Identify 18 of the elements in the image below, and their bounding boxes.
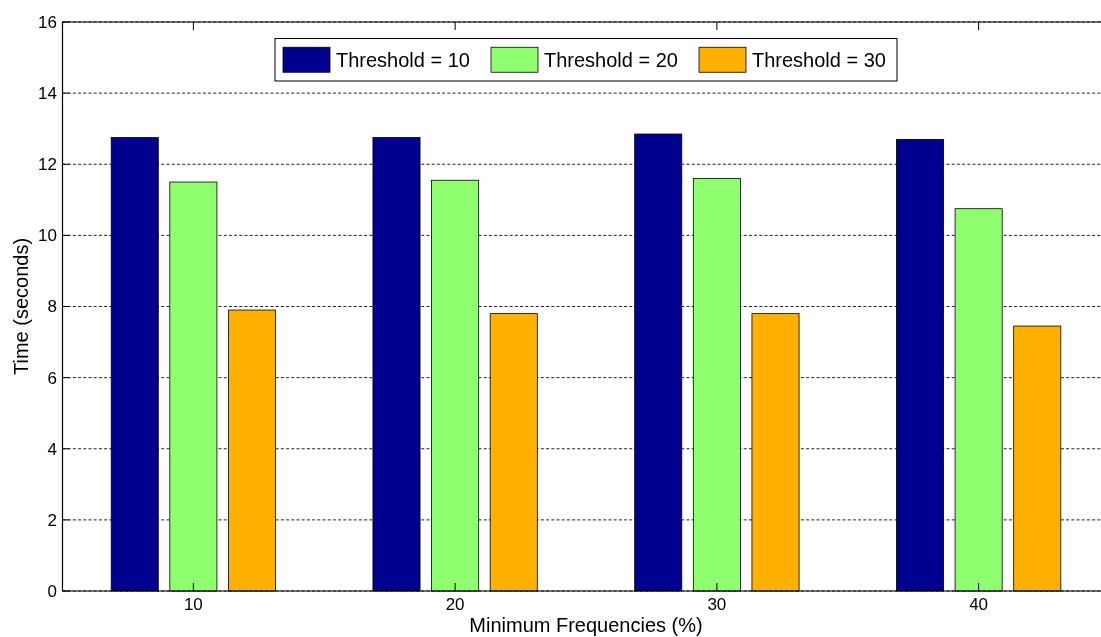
y-tick-label: 14 (38, 84, 57, 104)
y-tick-label: 4 (47, 439, 57, 459)
y-tick-label: 12 (38, 155, 57, 175)
y-tick-label: 16 (38, 12, 57, 32)
x-tick-label: 10 (183, 595, 203, 614)
legend-label: Threshold = 10 (336, 48, 470, 71)
legend-label: Threshold = 20 (544, 48, 678, 71)
y-tick-label: 10 (38, 226, 57, 246)
y-tick-label: 2 (47, 510, 57, 530)
y-tick-label: 6 (47, 368, 57, 388)
legend-label: Threshold = 30 (752, 48, 886, 71)
x-axis-title: Minimum Frequencies (%) (469, 614, 703, 636)
x-tick-label: 40 (969, 595, 989, 614)
x-tick-label: 20 (445, 595, 465, 614)
y-axis-title: Time (seconds) (10, 237, 32, 376)
y-tick-label: 8 (47, 297, 57, 317)
x-tick-label: 30 (707, 595, 727, 614)
y-tick-label: 0 (47, 581, 57, 601)
